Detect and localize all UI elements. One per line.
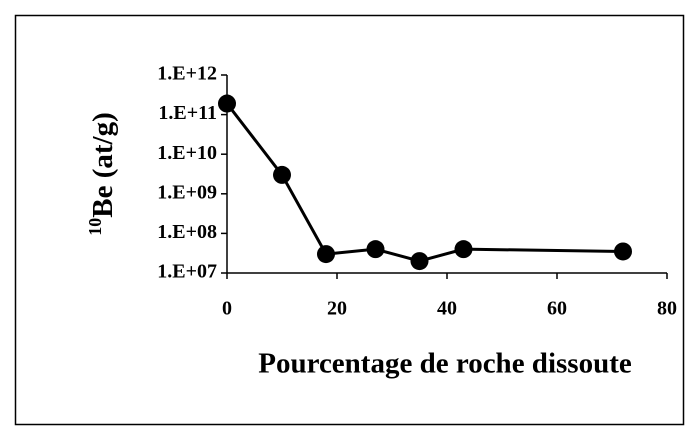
y-axis-label-superscript: 10 <box>85 218 105 236</box>
data-point <box>614 242 632 261</box>
data-point <box>410 252 429 271</box>
y-tick-label: 1.E+08 <box>157 221 217 243</box>
x-tick-label: 40 <box>437 298 457 320</box>
y-axis-label-group: 10Be (at/g) <box>85 112 119 236</box>
y-tick-label: 1.E+09 <box>157 181 217 203</box>
y-axis-label: 10Be (at/g) <box>85 112 119 236</box>
y-axis-label-text: Be (at/g) <box>87 112 119 218</box>
data-point <box>218 94 236 113</box>
x-tick-label: 60 <box>547 298 567 320</box>
x-tick-label: 80 <box>657 298 677 320</box>
y-tick-label: 1.E+12 <box>157 63 217 85</box>
data-point <box>317 245 335 264</box>
y-tick-label: 1.E+10 <box>157 142 217 164</box>
y-tick-label: 1.E+11 <box>158 102 217 124</box>
data-point <box>366 240 385 259</box>
x-axis-label: Pourcentage de roche dissoute <box>258 348 632 380</box>
y-tick-label: 1.E+07 <box>157 261 217 283</box>
data-point <box>454 240 473 259</box>
x-tick-label: 0 <box>222 298 232 320</box>
x-tick-label: 20 <box>327 298 347 320</box>
data-point <box>273 165 291 184</box>
chart-frame <box>14 14 685 426</box>
